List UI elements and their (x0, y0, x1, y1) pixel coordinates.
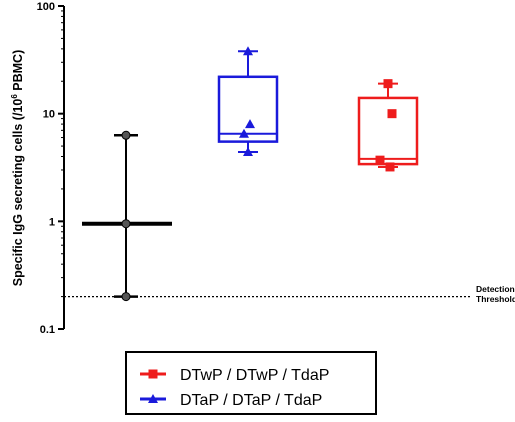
group-1 (82, 130, 172, 302)
data-point (383, 79, 393, 89)
legend-box (125, 351, 377, 415)
y-axis-label-main: Specific IgG secreting cells (/10 (11, 99, 25, 287)
y-axis-label: Specific IgG secreting cells (/106 PBMC) (10, 50, 25, 287)
group-2 (217, 46, 279, 157)
y-tick-label: 1 (49, 216, 55, 228)
data-point (121, 292, 131, 302)
legend-label: DTwP / DTwP / TdaP (180, 367, 329, 384)
box (357, 96, 419, 166)
data-point (239, 128, 249, 138)
y-tick-label: 100 (37, 1, 55, 13)
data-point (243, 46, 253, 56)
data-point (375, 155, 385, 165)
data-point (385, 162, 395, 172)
legend-label: DTaP / DTaP / TdaP (180, 392, 322, 409)
data-point (245, 119, 255, 129)
legend-marker (148, 369, 158, 379)
y-axis-label-end: PBMC) (11, 50, 25, 94)
y-tick-label: 10 (43, 109, 55, 121)
data-point (387, 109, 397, 119)
data-point (243, 147, 253, 157)
threshold-label-line1: Detection (476, 284, 515, 294)
y-axis-label-superscript: 6 (10, 94, 19, 99)
legend-marker (148, 394, 158, 403)
y-tick-label: 0.1 (40, 324, 55, 336)
threshold-label-line2: Threshold (476, 294, 515, 304)
box (217, 75, 279, 143)
legend: DTwP / DTwP / TdaP DTaP / DTaP / TdaP (125, 351, 377, 415)
group-3 (357, 79, 419, 172)
data-point (121, 130, 131, 140)
data-point (121, 219, 131, 229)
